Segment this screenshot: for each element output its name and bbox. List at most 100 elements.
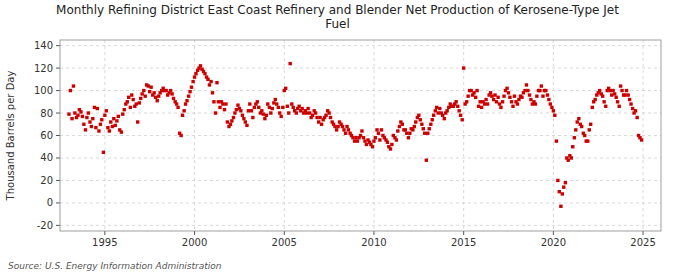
point: [567, 159, 570, 162]
point: [501, 100, 504, 103]
point: [525, 83, 528, 86]
point: [217, 100, 220, 103]
x-tick-label: 2010: [361, 237, 386, 248]
point: [474, 96, 477, 99]
point: [593, 98, 596, 101]
x-tick: [553, 231, 554, 235]
y-tick-label: 0: [47, 197, 53, 208]
point: [79, 110, 82, 113]
point: [591, 106, 594, 109]
point: [556, 179, 559, 182]
x-tick-label: 2020: [541, 237, 566, 248]
point: [417, 114, 420, 117]
point: [516, 102, 519, 105]
point: [401, 123, 404, 126]
point: [498, 102, 501, 105]
point: [229, 123, 232, 126]
point: [570, 156, 573, 159]
point: [286, 105, 289, 108]
point: [102, 151, 105, 154]
point: [253, 106, 256, 109]
point: [344, 132, 347, 135]
point: [614, 96, 617, 99]
point: [100, 118, 103, 121]
point: [535, 94, 538, 97]
points: [67, 62, 643, 208]
point: [306, 107, 309, 110]
point: [170, 92, 173, 95]
point: [184, 102, 187, 105]
y-tick: [56, 180, 60, 181]
point: [251, 116, 254, 119]
point: [426, 132, 429, 135]
y-axis-label: Thousand Barrels per Day: [5, 71, 16, 202]
point: [429, 123, 432, 126]
point: [70, 117, 73, 120]
x-tick: [463, 231, 464, 235]
point: [495, 100, 498, 103]
point: [550, 106, 553, 109]
point: [640, 138, 643, 141]
point: [354, 136, 357, 139]
point: [185, 99, 188, 102]
y-grid-line: [60, 225, 661, 226]
point: [315, 116, 318, 119]
point: [324, 114, 327, 117]
point: [496, 96, 499, 99]
y-tick: [56, 202, 60, 203]
point: [295, 111, 298, 114]
point: [194, 72, 197, 75]
point: [610, 93, 613, 96]
point: [274, 98, 277, 101]
point: [91, 117, 94, 120]
point: [529, 98, 532, 101]
point: [311, 114, 314, 117]
x-tick: [194, 231, 195, 235]
point: [245, 124, 248, 127]
point: [244, 120, 247, 123]
point: [327, 111, 330, 114]
point: [371, 145, 374, 148]
point: [103, 114, 106, 117]
point: [266, 102, 269, 105]
y-tick-label: 120: [34, 63, 53, 74]
point: [188, 90, 191, 93]
point: [422, 127, 425, 130]
y-tick-label: 40: [40, 152, 53, 163]
point: [241, 114, 244, 117]
point: [182, 109, 185, 112]
point: [127, 96, 130, 99]
point: [314, 111, 317, 114]
point: [262, 112, 265, 115]
point: [232, 116, 235, 119]
point: [456, 105, 459, 108]
y-tick-label: 60: [40, 130, 53, 141]
point: [139, 97, 142, 100]
point: [362, 136, 365, 139]
point: [540, 84, 543, 87]
point: [106, 126, 109, 129]
point: [292, 106, 295, 109]
point: [561, 192, 564, 195]
point: [88, 120, 91, 123]
point: [211, 91, 214, 94]
x-tick-label: 2015: [451, 237, 476, 248]
point: [601, 94, 604, 97]
point: [108, 129, 111, 132]
point: [475, 89, 478, 92]
point: [144, 94, 147, 97]
y-tick: [56, 113, 60, 114]
point: [559, 205, 562, 208]
chart: Monthly Refining District East Coast Ref…: [0, 0, 675, 275]
point: [380, 128, 383, 131]
point: [428, 127, 431, 130]
point: [172, 97, 175, 100]
point: [620, 89, 623, 92]
point: [477, 105, 480, 108]
point: [538, 89, 541, 92]
point: [187, 94, 190, 97]
y-tick: [56, 157, 60, 158]
point: [635, 116, 638, 119]
point: [69, 89, 72, 92]
y-grid-line: [60, 202, 661, 203]
